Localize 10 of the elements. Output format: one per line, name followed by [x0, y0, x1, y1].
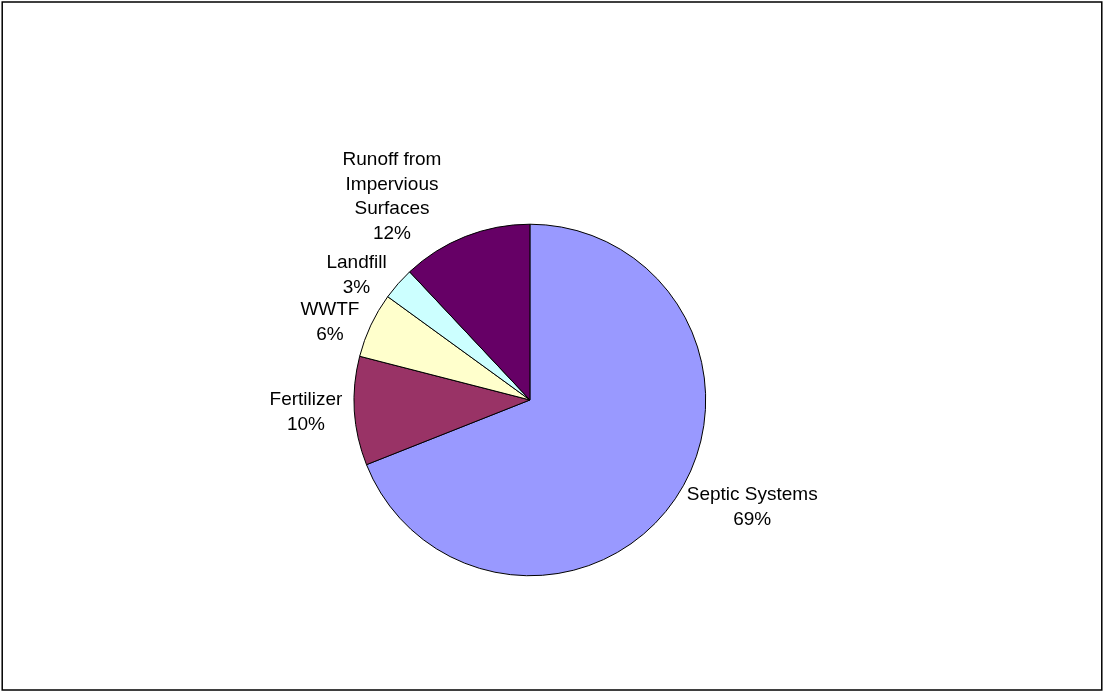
data-label: 69%	[733, 507, 772, 529]
data-label: 12%	[372, 222, 412, 243]
data-label: 6%	[316, 322, 344, 344]
data-label: 10%	[286, 412, 326, 434]
slice-label: Landfill	[326, 250, 387, 272]
slice-label: WWTF	[300, 298, 360, 320]
data-label: 3%	[342, 275, 371, 297]
slice-label: Runoff from Impervious Surfaces	[342, 147, 442, 219]
slice-label: Septic Systems	[686, 483, 818, 505]
slice-label: Fertilizer	[269, 388, 344, 410]
